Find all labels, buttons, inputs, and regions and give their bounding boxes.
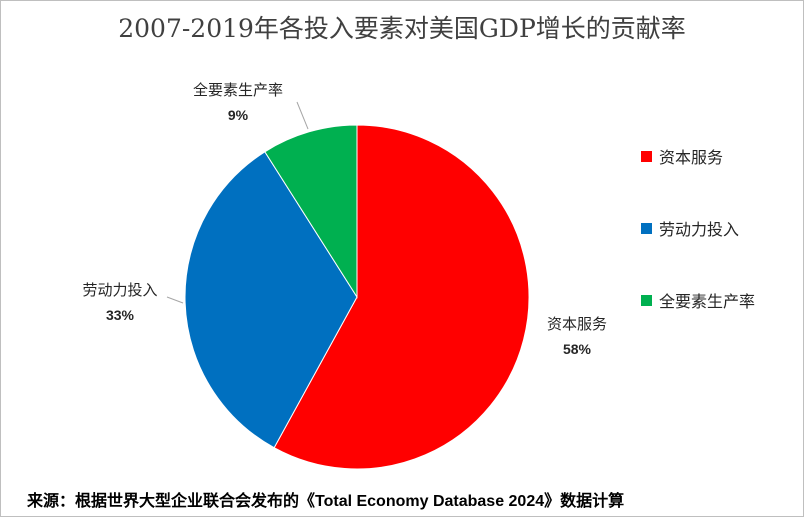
- pie-slice-capital: [273, 124, 530, 470]
- legend-label-labor: 劳动力投入: [659, 220, 739, 239]
- pie-slice-tfp: [264, 124, 358, 299]
- legend-swatch-tfp: [641, 295, 652, 306]
- chart-title: 2007-2019年各投入要素对美国GDP增长的贡献率: [118, 14, 686, 43]
- legend-swatch-labor: [641, 223, 652, 234]
- data-label-name-labor: 劳动力投入: [82, 281, 157, 299]
- data-label-value-labor: 33%: [106, 307, 135, 323]
- pie-slice-labor: [184, 151, 358, 449]
- legend-label-tfp: 全要素生产率: [659, 292, 755, 311]
- data-label-name-tfp: 全要素生产率: [193, 81, 283, 99]
- legend-swatch-capital: [641, 151, 652, 162]
- data-label-name-capital: 资本服务: [547, 315, 607, 333]
- source-note: 来源：根据世界大型企业联合会发布的《Total Economy Database…: [27, 493, 625, 510]
- data-label-value-tfp: 9%: [228, 107, 249, 123]
- leader-line-tfp: [296, 101, 309, 130]
- leader-line-labor: [166, 296, 184, 304]
- legend-label-capital: 资本服务: [659, 148, 723, 167]
- data-label-value-capital: 58%: [563, 341, 592, 357]
